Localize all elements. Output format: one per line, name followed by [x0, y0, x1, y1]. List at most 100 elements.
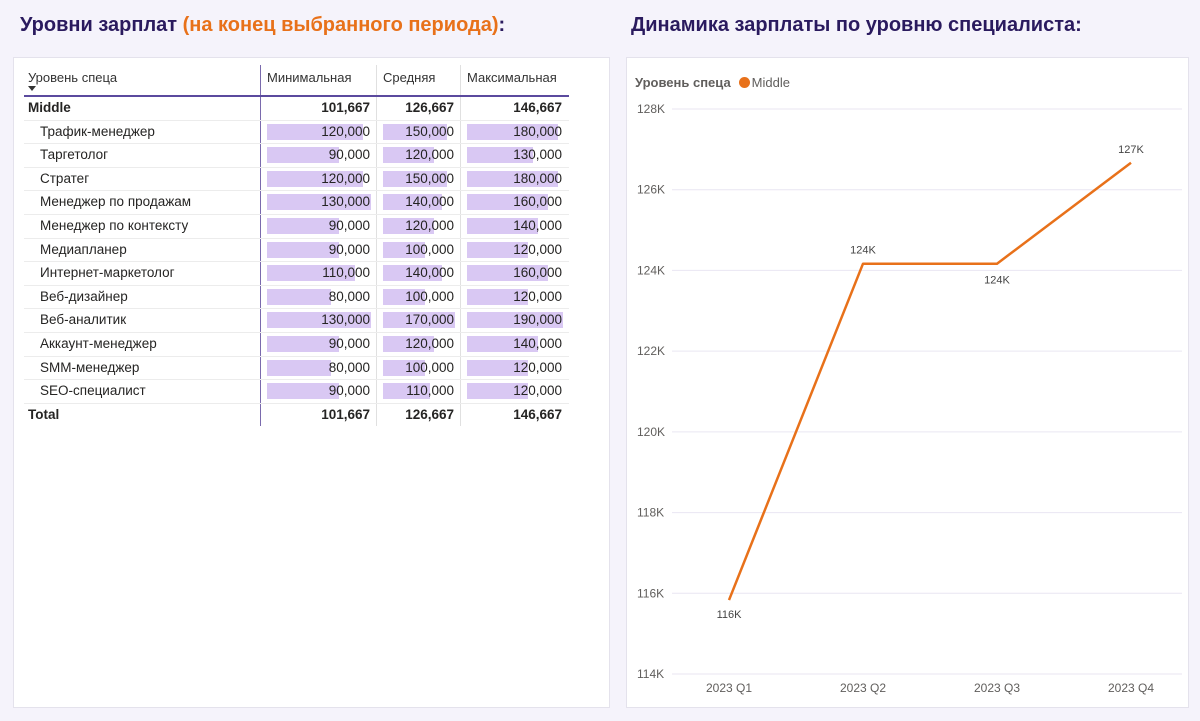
column-header-level[interactable]: Уровень спеца [28, 70, 118, 85]
row-max-cell: 120,000 [460, 356, 568, 380]
cell-value: 120,000 [405, 217, 454, 233]
cell-value: 160,000 [513, 265, 562, 281]
y-tick-label: 126K [637, 183, 665, 197]
matrix-row[interactable]: Веб-аналитик 130,000 170,000 190,000 [24, 309, 569, 333]
column-header-min[interactable]: Минимальная [260, 65, 376, 95]
data-bar [267, 241, 339, 258]
salary-line-chart[interactable]: 114K 116K 118K 120K 122K 124K 126K 128K 2023 Q1 2… [627, 58, 1188, 707]
column-header-max[interactable]: Максимальная [460, 65, 568, 95]
data-bar [267, 383, 339, 400]
row-max-cell: 130,000 [460, 144, 568, 167]
data-bar [267, 147, 339, 164]
matrix-row[interactable]: SMM-менеджер 80,000 100,000 120,000 [24, 356, 569, 381]
y-tick-label: 120K [637, 425, 665, 439]
cell-value: 120,000 [513, 359, 562, 375]
legend-title: Уровень спеца [635, 75, 731, 90]
cell-value: 90,000 [328, 147, 370, 163]
data-bar [267, 217, 339, 234]
row-avg-cell: 100,000 [376, 285, 460, 309]
sort-down-icon[interactable] [28, 86, 36, 91]
data-label: 127K [1118, 144, 1144, 156]
data-bar [267, 123, 363, 140]
matrix-row[interactable]: Трафик-менеджер 120,000 150,000 180,000 [24, 120, 569, 145]
matrix-row[interactable]: Интернет-маркетолог 110,000 140,000 160,000 [24, 262, 569, 286]
cell-value: 190,000 [513, 312, 562, 328]
y-tick-label: 116K [637, 586, 664, 600]
row-label: SEO-специалист [40, 383, 146, 399]
matrix-row[interactable]: Менеджер по продажам 130,000 140,000 160,00… [24, 191, 569, 215]
group-max: 146,667 [460, 97, 568, 120]
row-max-cell: 140,000 [460, 214, 568, 238]
row-label: Стратег [40, 170, 90, 186]
data-bar [383, 170, 447, 187]
row-min-cell: 130,000 [260, 309, 376, 332]
matrix-row[interactable]: Медиапланер 90,000 100,000 120,000 [24, 238, 569, 263]
x-tick-label: 2023 Q1 [706, 681, 752, 695]
row-max-cell: 140,000 [460, 332, 568, 356]
total-max: 146,667 [460, 403, 568, 427]
matrix-group-row-middle[interactable]: Middle 101,667 126,667 146,667 [24, 97, 569, 121]
cell-value: 120,000 [513, 241, 562, 257]
cell-value: 140,000 [513, 335, 562, 351]
row-label: Аккаунт-менеджер [40, 335, 157, 351]
cell-value: 160,000 [513, 194, 562, 210]
salary-matrix[interactable]: Уровень спеца Минимальная Средняя Максим… [24, 65, 569, 427]
row-label: Менеджер по контексту [40, 217, 189, 233]
cell-value: 110,000 [406, 383, 454, 399]
matrix-row[interactable]: Менеджер по контексту 90,000 120,000 140,00… [24, 214, 569, 239]
cell-value: 120,000 [513, 383, 562, 399]
data-bar [383, 335, 434, 352]
cell-value: 90,000 [328, 335, 370, 351]
cell-value: 90,000 [328, 383, 370, 399]
matrix-row[interactable]: Стратег 120,000 150,000 180,000 [24, 167, 569, 192]
y-tick-label: 122K [637, 344, 665, 358]
column-header-avg[interactable]: Средняя [376, 65, 460, 95]
data-bar [467, 312, 563, 329]
chart-legend: Уровень спеца Middle [635, 75, 790, 90]
row-avg-cell: 120,000 [376, 214, 460, 238]
total-min: 101,667 [260, 403, 376, 427]
data-label: 124K [850, 245, 876, 257]
data-bar [383, 123, 447, 140]
group-min: 101,667 [260, 97, 376, 120]
data-bar [467, 335, 538, 352]
data-bar [267, 265, 355, 282]
row-max-cell: 180,000 [460, 167, 568, 191]
cell-value: 150,000 [405, 170, 454, 186]
row-avg-cell: 150,000 [376, 120, 460, 144]
series-line-middle[interactable] [727, 161, 1132, 601]
matrix-row[interactable]: Веб-дизайнер 80,000 100,000 120,000 [24, 285, 569, 310]
row-min-cell: 90,000 [260, 238, 376, 262]
legend-series-middle[interactable]: Middle [751, 75, 790, 90]
y-tick-label: 124K [637, 263, 665, 277]
data-bar [467, 265, 548, 282]
title-accent-text: (на конец выбранного периода) [182, 14, 499, 36]
row-min-cell: 110,000 [260, 262, 376, 285]
matrix-row[interactable]: SEO-специалист 90,000 110,000 120,000 [24, 380, 569, 404]
row-max-cell: 160,000 [460, 262, 568, 285]
data-bar [383, 217, 434, 234]
legend-marker-icon [738, 77, 750, 88]
row-min-cell: 90,000 [260, 380, 376, 403]
matrix-row[interactable]: Аккаунт-менеджер 90,000 120,000 140,000 [24, 332, 569, 357]
data-bar [267, 288, 331, 305]
x-tick-label: 2023 Q2 [840, 681, 886, 695]
cell-value: 120,000 [321, 123, 370, 139]
row-max-cell: 190,000 [460, 309, 568, 332]
row-label: Медиапланер [40, 241, 127, 257]
row-min-cell: 120,000 [260, 120, 376, 144]
data-bar [383, 194, 442, 211]
row-min-cell: 90,000 [260, 332, 376, 356]
cell-value: 170,000 [405, 312, 454, 328]
data-label: 124K [984, 275, 1010, 287]
data-bar [467, 217, 538, 234]
matrix-row[interactable]: Таргетолог 90,000 120,000 130,000 [24, 144, 569, 168]
cell-value: 130,000 [513, 147, 562, 163]
cell-value: 90,000 [328, 217, 370, 233]
row-max-cell: 120,000 [460, 238, 568, 262]
salary-matrix-card: Уровень спеца Минимальная Средняя Максим… [13, 57, 610, 708]
row-label: Веб-аналитик [40, 312, 127, 328]
data-bar [383, 241, 425, 258]
row-max-cell: 180,000 [460, 120, 568, 144]
matrix-total-row: Total 101,667 126,667 146,667 [24, 403, 569, 427]
